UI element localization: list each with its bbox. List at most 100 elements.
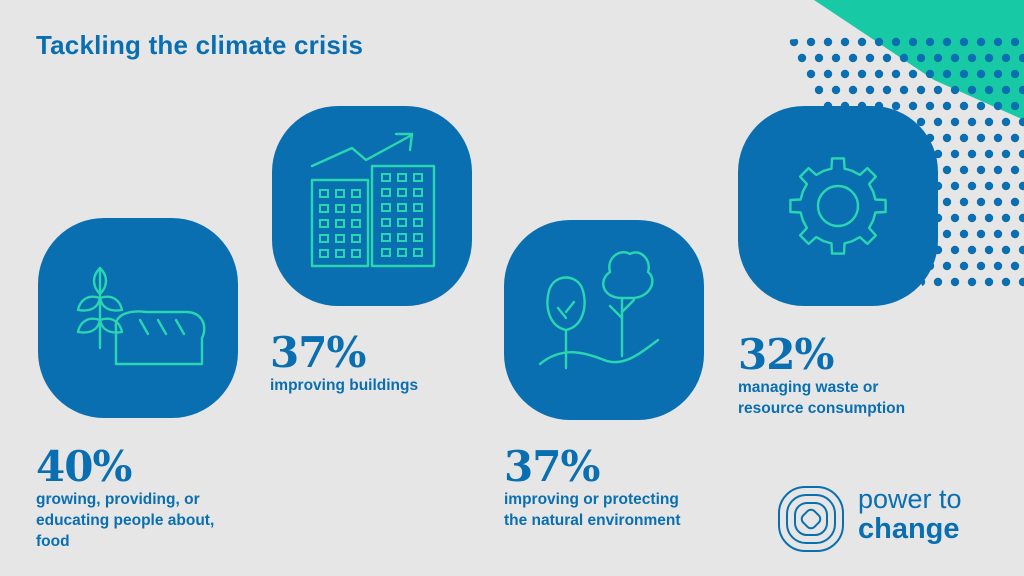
decorative-dot: [1018, 117, 1024, 127]
decorative-dot: [891, 101, 901, 111]
building-window: [397, 218, 407, 227]
decorative-dot: [916, 117, 926, 127]
decorative-dot: [1010, 133, 1020, 143]
decorative-dot: [967, 53, 977, 63]
page-title: Tackling the climate crisis: [36, 30, 364, 60]
stat-description: improving buildings: [270, 377, 419, 394]
decorative-dot: [993, 229, 1003, 239]
stat-percent: 37%: [504, 442, 600, 491]
decorative-dot: [942, 165, 952, 175]
decorative-dot: [874, 37, 884, 47]
stat-food: 40% growing, providing, or educating peo…: [36, 446, 214, 553]
decorative-dot: [1001, 53, 1011, 63]
decorative-dot: [950, 149, 960, 159]
decorative-dot: [933, 117, 943, 127]
decorative-dot: [993, 37, 1003, 47]
decorative-dot: [1010, 197, 1020, 207]
decorative-dot: [789, 69, 799, 79]
building-window: [335, 219, 345, 228]
decorative-dot: [1001, 245, 1011, 255]
decorative-dot: [916, 53, 926, 63]
decorative-dot: [959, 197, 969, 207]
decorative-dot: [1010, 101, 1020, 111]
decorative-dot: [831, 85, 841, 95]
decorative-dot: [925, 101, 935, 111]
decorative-dot: [1001, 149, 1011, 159]
decorative-dot: [967, 117, 977, 127]
building-window: [381, 248, 391, 257]
decorative-dot: [993, 101, 1003, 111]
decorative-dot: [1018, 53, 1024, 63]
decorative-dot: [1018, 181, 1024, 191]
decorative-dot: [823, 69, 833, 79]
gear-icon: [789, 157, 887, 255]
decorative-dot: [950, 117, 960, 127]
decorative-dot: [865, 53, 875, 63]
decorative-dot: [959, 37, 969, 47]
decorative-dot: [967, 277, 977, 287]
decorative-dot: [993, 261, 1003, 271]
decorative-dot: [1010, 69, 1020, 79]
decorative-dot: [950, 85, 960, 95]
decorative-dot: [976, 197, 986, 207]
decorative-dot: [1018, 85, 1024, 95]
decorative-dot: [984, 53, 994, 63]
decorative-dot: [1010, 229, 1020, 239]
decorative-dot: [950, 213, 960, 223]
decorative-dot: [848, 85, 858, 95]
food-tile: [36, 216, 240, 420]
building-window: [351, 249, 361, 258]
decorative-dot: [967, 181, 977, 191]
decorative-dot: [1001, 213, 1011, 223]
building-window: [381, 173, 391, 182]
building-window: [381, 203, 391, 212]
decorative-dot: [925, 37, 935, 47]
building-window: [397, 188, 407, 197]
trees-icon: [538, 251, 660, 370]
decorative-dot: [976, 101, 986, 111]
decorative-dot: [967, 85, 977, 95]
decorative-dot: [1018, 213, 1024, 223]
decorative-dot: [942, 101, 952, 111]
decorative-dot: [984, 277, 994, 287]
decorative-dot: [959, 261, 969, 271]
decorative-dot: [976, 261, 986, 271]
decorative-dot: [806, 69, 816, 79]
building-window: [413, 188, 423, 197]
building-window: [319, 219, 329, 228]
decorative-dot: [984, 149, 994, 159]
decorative-dot: [797, 53, 807, 63]
decorative-dot: [967, 149, 977, 159]
decorative-dot: [976, 229, 986, 239]
building-window: [319, 204, 329, 213]
decorative-dot: [959, 165, 969, 175]
decorative-dot: [967, 245, 977, 255]
decorative-dot: [933, 53, 943, 63]
decorative-dot: [814, 53, 824, 63]
decorative-dot: [831, 53, 841, 63]
building-window: [413, 248, 423, 257]
decorative-dot: [933, 277, 943, 287]
decorative-dot: [1010, 261, 1020, 271]
stat-description: managing waste or resource consumption: [738, 379, 906, 417]
decorative-dot: [789, 37, 799, 47]
decorative-dot: [976, 165, 986, 175]
stat-buildings: 37% improving buildings: [270, 332, 418, 397]
building-window: [319, 189, 329, 198]
decorative-dot: [1001, 181, 1011, 191]
decorative-dot: [959, 101, 969, 111]
building-window: [351, 219, 361, 228]
decorative-dot: [797, 85, 807, 95]
decorative-dot: [874, 69, 884, 79]
building-window: [335, 189, 345, 198]
decorative-dot: [942, 133, 952, 143]
building-window: [351, 189, 361, 198]
decorative-dot: [950, 53, 960, 63]
decorative-dot: [976, 133, 986, 143]
decorative-dot: [942, 37, 952, 47]
power-to-change-logo-icon: [778, 486, 844, 552]
stat-nature: 37% improving or protecting the natural …: [504, 446, 681, 532]
brand-wordmark: power to change: [858, 484, 962, 545]
decorative-dot: [1001, 117, 1011, 127]
decorative-dot: [984, 181, 994, 191]
